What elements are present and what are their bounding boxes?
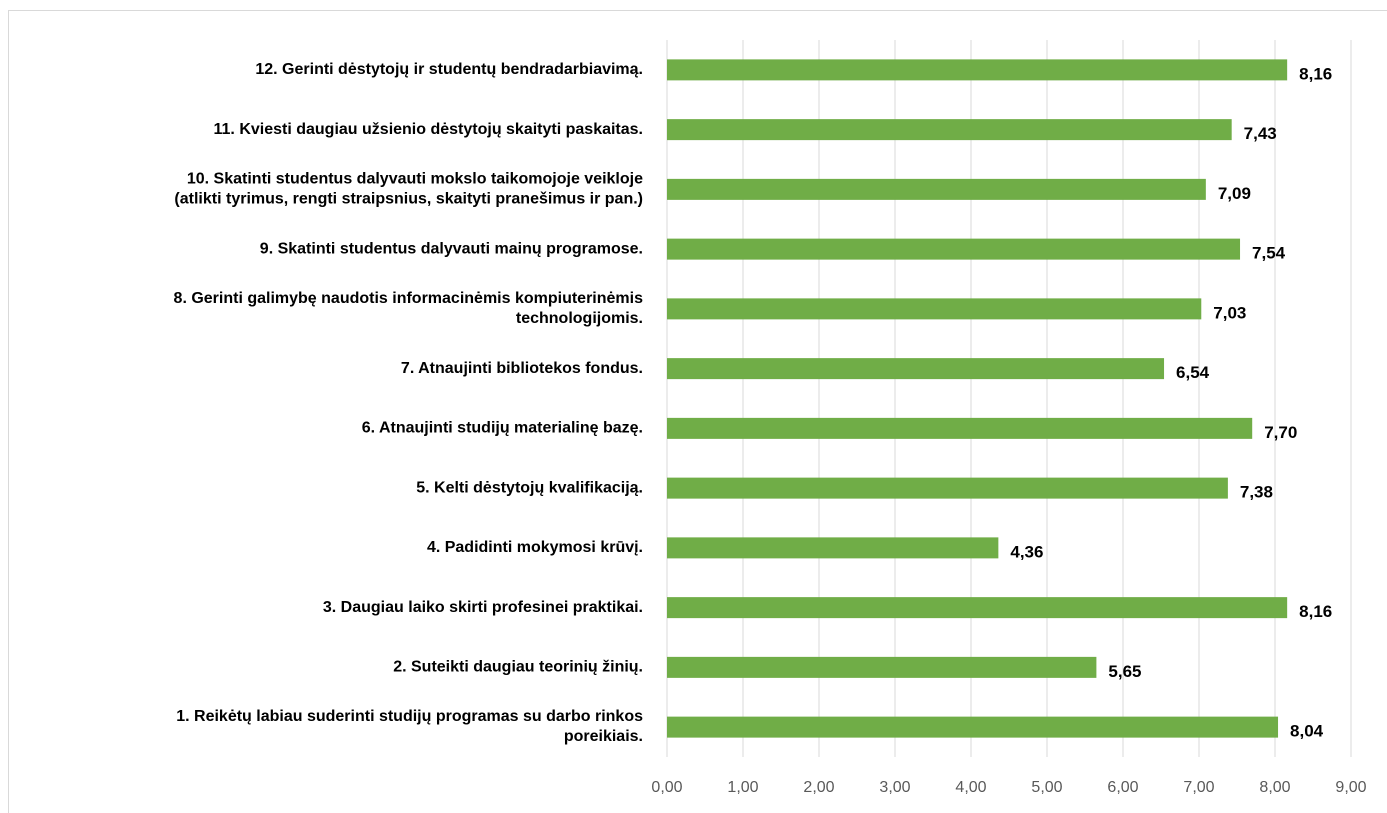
category-label: 5. Kelti dėstytojų kvalifikaciją. (416, 479, 643, 496)
category-label: 7. Atnaujinti bibliotekos fondus. (401, 360, 643, 377)
value-label: 7,54 (1252, 244, 1286, 263)
category-label: 3. Daugiau laiko skirti profesinei prakt… (323, 599, 643, 616)
x-tick-label: 0,00 (651, 779, 682, 796)
x-tick-label: 6,00 (1107, 779, 1138, 796)
x-tick-label: 9,00 (1335, 779, 1366, 796)
value-label: 8,04 (1290, 722, 1324, 741)
category-label: 6. Atnaujinti studijų materialinę bazę. (362, 420, 643, 437)
value-label: 6,54 (1176, 363, 1210, 382)
bar (667, 656, 1097, 678)
x-tick-label: 2,00 (803, 779, 834, 796)
bar (667, 716, 1279, 738)
value-label: 7,38 (1240, 483, 1273, 502)
x-tick-label: 4,00 (955, 779, 986, 796)
x-tick-label: 3,00 (879, 779, 910, 796)
bar (667, 59, 1288, 81)
value-label: 7,43 (1244, 124, 1277, 143)
value-label: 8,16 (1299, 64, 1332, 83)
value-label: 7,70 (1264, 423, 1297, 442)
category-label: 9. Skatinti studentus dalyvauti mainų pr… (260, 240, 643, 257)
category-label: 12. Gerinti dėstytojų ir studentų bendra… (255, 61, 643, 78)
value-label: 7,09 (1218, 184, 1251, 203)
category-label: 4. Padidinti mokymosi krūvį. (427, 539, 643, 556)
bar (667, 298, 1202, 320)
category-label: 8. Gerinti galimybę naudotis informacinė… (174, 290, 644, 327)
bar (667, 597, 1288, 619)
category-label: 11. Kviesti daugiau užsienio dėstytojų s… (214, 121, 643, 138)
x-tick-label: 8,00 (1259, 779, 1290, 796)
value-label: 5,65 (1108, 662, 1141, 681)
category-label: 10. Skatinti studentus dalyvauti mokslo … (174, 171, 643, 208)
x-tick-label: 5,00 (1031, 779, 1062, 796)
value-label: 8,16 (1299, 602, 1332, 621)
value-label: 7,03 (1213, 303, 1246, 322)
category-label: 1. Reikėtų labiau suderinti studijų prog… (176, 708, 643, 745)
category-label: 2. Suteikti daugiau teorinių žinių. (393, 659, 643, 676)
bar (667, 477, 1228, 499)
value-label: 4,36 (1010, 542, 1043, 561)
bar (667, 417, 1253, 439)
x-tick-label: 7,00 (1183, 779, 1214, 796)
bar (667, 537, 999, 559)
bar (667, 238, 1241, 260)
bar (667, 119, 1232, 141)
chart-frame (8, 10, 1387, 813)
x-tick-label: 1,00 (727, 779, 758, 796)
bar (667, 178, 1206, 200)
bar (667, 358, 1165, 380)
